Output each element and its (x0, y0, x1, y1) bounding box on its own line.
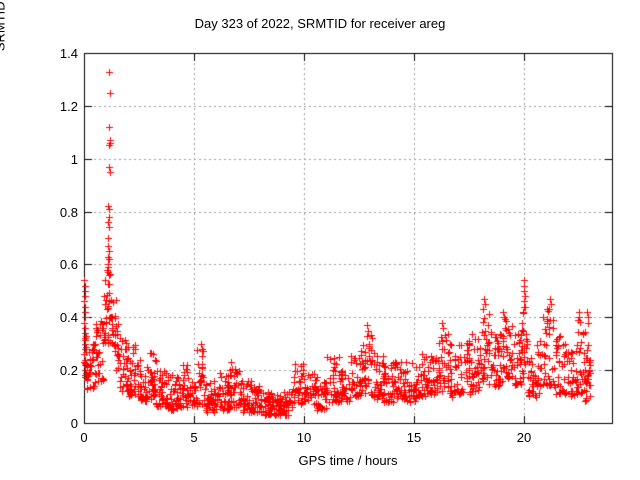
y-tick-label: 0.8 (59, 204, 78, 220)
x-tick-label: 20 (516, 430, 532, 445)
x-tick-label: 15 (406, 430, 422, 445)
y-tick-label: 0 (70, 416, 78, 431)
y-tick-label: 1 (70, 151, 78, 167)
x-tick-label: 0 (80, 430, 88, 445)
y-tick-label: 1.4 (59, 46, 78, 61)
x-tick-label: 10 (296, 430, 312, 445)
y-tick-label: 0.4 (59, 310, 78, 326)
x-axis-label: GPS time / hours (298, 453, 398, 468)
chart-title: Day 323 of 2022, SRMTID for receiver are… (194, 16, 446, 31)
x-tick-label: 5 (190, 430, 198, 445)
y-tick-label: 1.2 (59, 98, 78, 114)
y-axis-label-text: SRMTID / TECUs (0, 0, 8, 52)
y-tick-label: 0.2 (59, 363, 78, 379)
y-tick-label: 0.6 (59, 257, 78, 273)
